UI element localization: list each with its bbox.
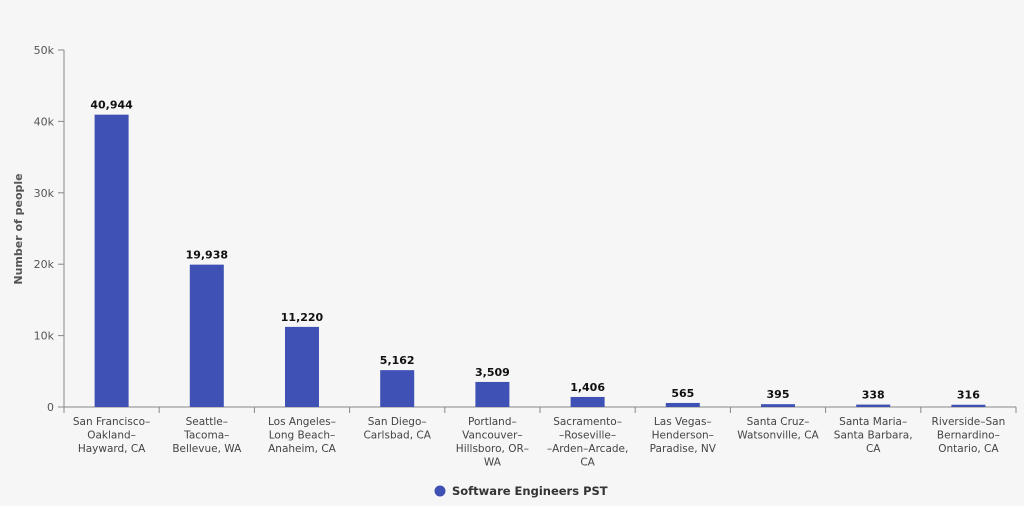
data-label: 338 — [862, 389, 885, 402]
data-label: 3,509 — [475, 366, 510, 379]
x-tick-label: Riverside–San Bernardino– Ontario, CA — [932, 416, 1006, 455]
y-tick-label: 30k — [34, 187, 55, 200]
data-label: 395 — [767, 388, 790, 401]
legend-swatch — [434, 485, 446, 497]
data-label: 1,406 — [570, 381, 605, 394]
data-label: 5,162 — [380, 354, 415, 367]
bar[interactable] — [189, 264, 224, 407]
data-label: 40,944 — [90, 99, 133, 112]
x-axis — [63, 406, 1017, 413]
bar[interactable] — [285, 326, 319, 407]
x-tick-label: Las Vegas– Henderson– Paradise, NV — [650, 416, 717, 455]
category-labels: San Francisco– Oakland– Hayward, CA Seattle… — [73, 416, 1005, 469]
legend-label: Software Engineers PST — [452, 484, 608, 498]
x-tick-label: Sacramento– –Roseville– –Arden–Arcade, CA — [547, 416, 629, 469]
bar[interactable] — [475, 381, 510, 407]
bar-series — [94, 114, 986, 407]
bar[interactable] — [856, 404, 891, 407]
data-label: 565 — [671, 387, 694, 400]
x-tick-label: Seattle– Tacoma– Bellevue, WA — [172, 416, 242, 455]
bar[interactable] — [380, 370, 415, 407]
bar[interactable] — [94, 114, 129, 407]
y-tick-label: 10k — [34, 330, 55, 343]
bar[interactable] — [570, 396, 605, 407]
data-label: 19,938 — [186, 249, 228, 262]
y-tick-label: 20k — [34, 258, 55, 271]
bar[interactable] — [761, 404, 795, 407]
x-tick-label: San Francisco– Oakland– Hayward, CA — [73, 416, 150, 455]
x-tick-label: Santa Maria– Santa Barbara, CA — [834, 416, 913, 455]
x-tick-label: San Diego– Carlsbad, CA — [363, 416, 431, 442]
bar[interactable] — [665, 402, 700, 407]
data-label: 316 — [957, 389, 980, 402]
y-axis-title: Number of people — [12, 173, 25, 284]
x-tick-label: Santa Cruz– Watsonville, CA — [737, 416, 819, 442]
data-labels: 40,944 19,938 11,220 5,162 3,509 1,406 565 395 3… — [90, 99, 980, 402]
y-tick-label: 50k — [34, 44, 55, 57]
y-tick-label: 0 — [47, 401, 54, 414]
x-tick-label: Los Angeles– Long Beach– Anaheim, CA — [268, 416, 337, 455]
data-label: 11,220 — [281, 311, 324, 324]
y-axis: 0 10k 20k 30k 40k 50k — [34, 44, 65, 414]
bar[interactable] — [951, 404, 986, 407]
legend[interactable]: Software Engineers PST — [434, 484, 608, 498]
x-tick-label: Portland– Vancouver– Hillsboro, OR– WA — [456, 416, 529, 469]
y-tick-label: 40k — [34, 115, 55, 128]
